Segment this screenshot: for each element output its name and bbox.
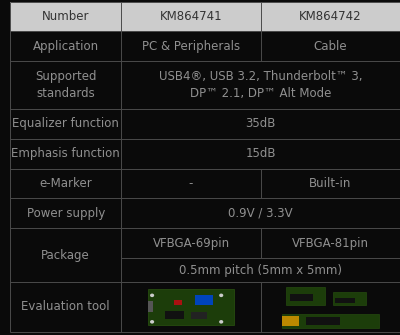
Bar: [174, 299, 182, 305]
Circle shape: [219, 293, 223, 297]
Bar: [121, 31, 261, 61]
Bar: [261, 282, 400, 332]
Circle shape: [219, 320, 223, 324]
Text: KM864741: KM864741: [160, 10, 222, 23]
Bar: [10, 228, 121, 282]
Bar: [10, 198, 121, 228]
Text: Power supply: Power supply: [26, 207, 105, 220]
Text: e-Marker: e-Marker: [39, 177, 92, 190]
Bar: [286, 287, 325, 305]
Bar: [10, 61, 121, 109]
Text: VFBGA-69pin: VFBGA-69pin: [152, 237, 230, 250]
Text: Equalizer function: Equalizer function: [12, 118, 119, 130]
Bar: [306, 317, 340, 325]
Text: Package: Package: [41, 249, 90, 262]
Bar: [261, 31, 400, 61]
Bar: [335, 298, 354, 303]
Bar: [10, 282, 121, 332]
Text: PC & Peripherals: PC & Peripherals: [142, 40, 240, 53]
Text: Emphasis function: Emphasis function: [11, 147, 120, 160]
Text: Cable: Cable: [314, 40, 347, 53]
Bar: [121, 228, 261, 258]
Text: KM864742: KM864742: [299, 10, 362, 23]
Bar: [10, 169, 121, 198]
Bar: [121, 109, 400, 139]
Bar: [165, 312, 184, 319]
Bar: [333, 292, 366, 305]
Text: 15dB: 15dB: [245, 147, 276, 160]
Text: USB4®, USB 3.2, Thunderbolt™ 3,
DP™ 2.1, DP™ Alt Mode: USB4®, USB 3.2, Thunderbolt™ 3, DP™ 2.1,…: [159, 70, 362, 100]
Bar: [261, 2, 400, 31]
Bar: [148, 302, 153, 312]
Text: Application: Application: [33, 40, 99, 53]
Bar: [191, 312, 206, 319]
Circle shape: [150, 320, 154, 324]
Text: VFBGA-81pin: VFBGA-81pin: [292, 237, 369, 250]
Bar: [10, 31, 121, 61]
Circle shape: [150, 293, 154, 297]
Bar: [282, 314, 379, 328]
Text: -: -: [189, 177, 193, 190]
Text: Built-in: Built-in: [309, 177, 352, 190]
Bar: [195, 295, 212, 305]
Text: 0.9V / 3.3V: 0.9V / 3.3V: [228, 207, 293, 220]
Bar: [121, 2, 261, 31]
Text: Number: Number: [42, 10, 90, 23]
Bar: [10, 109, 121, 139]
Bar: [148, 289, 234, 325]
Bar: [121, 282, 261, 332]
Text: 35dB: 35dB: [246, 118, 276, 130]
Bar: [121, 139, 400, 169]
Bar: [121, 258, 400, 282]
Bar: [121, 198, 400, 228]
Text: 0.5mm pitch (5mm x 5mm): 0.5mm pitch (5mm x 5mm): [179, 264, 342, 276]
Text: Evaluation tool: Evaluation tool: [22, 300, 110, 313]
Bar: [290, 294, 313, 302]
Bar: [261, 169, 400, 198]
Bar: [121, 61, 400, 109]
Text: Supported
standards: Supported standards: [35, 70, 96, 100]
Bar: [261, 228, 400, 258]
Bar: [10, 2, 121, 31]
Bar: [10, 139, 121, 169]
Bar: [282, 316, 299, 326]
Bar: [121, 169, 261, 198]
